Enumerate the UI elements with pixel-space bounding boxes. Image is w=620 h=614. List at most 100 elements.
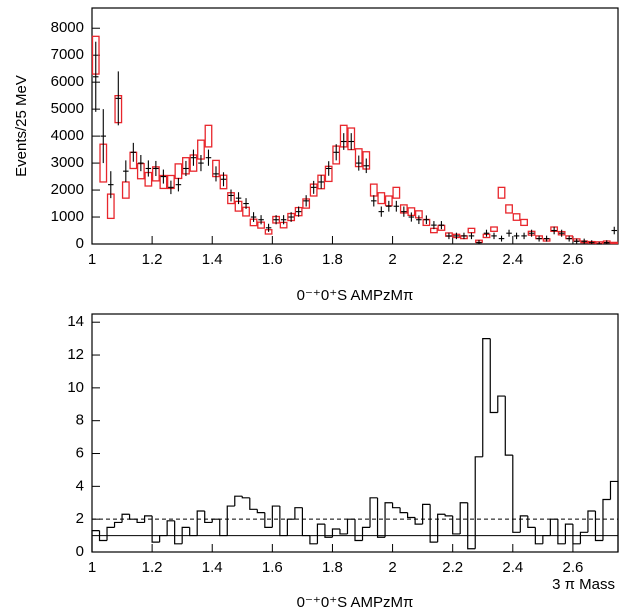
data-point bbox=[611, 226, 617, 235]
histogram-bin bbox=[91, 530, 100, 552]
histogram-bin bbox=[174, 520, 183, 545]
fit-box bbox=[467, 227, 476, 234]
data-point bbox=[273, 215, 279, 225]
x-tick-label: 1.6 bbox=[262, 251, 283, 268]
y-tick-label: 1000 bbox=[51, 208, 84, 225]
histogram-bin bbox=[609, 480, 619, 552]
histogram-bin bbox=[211, 518, 220, 523]
data-point bbox=[198, 154, 204, 172]
histogram-bin bbox=[579, 531, 588, 544]
data-point bbox=[348, 133, 354, 150]
fit-box bbox=[369, 183, 378, 197]
x-tick-label: 2 bbox=[388, 251, 396, 268]
fit-box bbox=[377, 192, 386, 205]
data-point bbox=[476, 239, 482, 244]
data-point bbox=[280, 215, 287, 225]
data-point bbox=[333, 144, 339, 161]
y-tick-label: 10 bbox=[67, 379, 84, 396]
histogram-bin bbox=[369, 497, 378, 528]
data-point bbox=[566, 235, 572, 242]
histogram-bin bbox=[489, 338, 498, 414]
data-point bbox=[356, 155, 362, 171]
data-point bbox=[581, 238, 587, 244]
data-point bbox=[416, 215, 422, 225]
y-axis-label: Events/25 MeV bbox=[13, 75, 30, 177]
x-tick-label: 2.6 bbox=[562, 559, 583, 576]
histogram-bin bbox=[602, 498, 611, 541]
histogram-bin bbox=[557, 519, 566, 545]
histogram-bin bbox=[519, 515, 528, 533]
histogram-bin bbox=[204, 510, 213, 524]
data-point bbox=[408, 212, 415, 222]
data-point bbox=[160, 169, 167, 184]
data-point bbox=[363, 158, 370, 174]
histogram-bin bbox=[504, 396, 513, 456]
x-tick-label: 1.8 bbox=[322, 559, 343, 576]
histogram-bin bbox=[286, 518, 295, 536]
histogram-bin bbox=[226, 505, 235, 536]
y-tick-label: 0 bbox=[76, 543, 84, 560]
data-point bbox=[108, 171, 114, 199]
fit-box bbox=[490, 226, 498, 232]
data-point bbox=[431, 221, 437, 230]
data-point bbox=[543, 235, 550, 242]
histogram-bin bbox=[527, 515, 536, 528]
histogram-bin bbox=[399, 507, 408, 514]
data-point bbox=[168, 180, 174, 195]
fit-box bbox=[174, 163, 183, 180]
histogram-bin bbox=[414, 517, 423, 525]
histogram-bin bbox=[189, 527, 198, 537]
data-point bbox=[175, 177, 182, 192]
histogram-bin bbox=[346, 518, 355, 534]
data-point bbox=[325, 161, 332, 176]
data-point bbox=[93, 41, 99, 112]
histogram-bin bbox=[181, 526, 190, 544]
data-point bbox=[153, 160, 159, 177]
histogram-bin bbox=[136, 519, 145, 524]
x-tick-label: 1 bbox=[88, 559, 96, 576]
data-point bbox=[453, 232, 460, 240]
y-tick-label: 0 bbox=[76, 235, 84, 252]
histogram-bin bbox=[497, 395, 506, 413]
histogram-bin bbox=[294, 507, 303, 520]
x-axis-label: 0⁻⁺0⁺S AMPzMπ bbox=[297, 594, 414, 611]
x-tick-label: 2 bbox=[388, 559, 396, 576]
histogram-bin bbox=[452, 515, 461, 535]
y-tick-label: 4 bbox=[76, 477, 84, 494]
y-tick-label: 2000 bbox=[51, 181, 84, 198]
x-tick-label: 1 bbox=[88, 251, 96, 268]
fit-box bbox=[520, 218, 528, 227]
data-point bbox=[536, 235, 542, 242]
histogram-bin bbox=[241, 496, 250, 499]
histogram-bin bbox=[256, 509, 265, 514]
x-tick-label: 1.6 bbox=[262, 559, 283, 576]
histogram-bin bbox=[429, 504, 438, 543]
histogram-bin bbox=[361, 526, 371, 541]
fit-box bbox=[610, 241, 619, 245]
data-point bbox=[551, 226, 557, 235]
histogram-bin bbox=[384, 502, 393, 538]
histogram-bin bbox=[587, 510, 596, 533]
histogram-bin bbox=[271, 505, 280, 528]
data-point bbox=[310, 180, 317, 194]
data-point bbox=[491, 232, 497, 240]
data-point bbox=[145, 160, 152, 177]
data-point bbox=[205, 149, 212, 166]
data-point bbox=[115, 71, 122, 126]
data-point bbox=[506, 229, 512, 237]
y-tick-label: 7000 bbox=[51, 46, 84, 63]
histogram-bin bbox=[482, 338, 491, 457]
plot-frame bbox=[91, 313, 619, 553]
histogram-bin bbox=[128, 514, 138, 520]
data-point bbox=[558, 229, 565, 237]
y-tick-label: 5000 bbox=[51, 100, 84, 117]
data-point bbox=[190, 149, 197, 166]
histogram-bin bbox=[549, 518, 558, 536]
histogram-bin bbox=[144, 515, 153, 523]
histogram-bin bbox=[391, 502, 401, 509]
histogram-bin bbox=[354, 519, 363, 542]
histogram-bin bbox=[534, 527, 543, 545]
x-tick-label: 2.4 bbox=[502, 251, 523, 268]
data-point bbox=[378, 206, 385, 217]
